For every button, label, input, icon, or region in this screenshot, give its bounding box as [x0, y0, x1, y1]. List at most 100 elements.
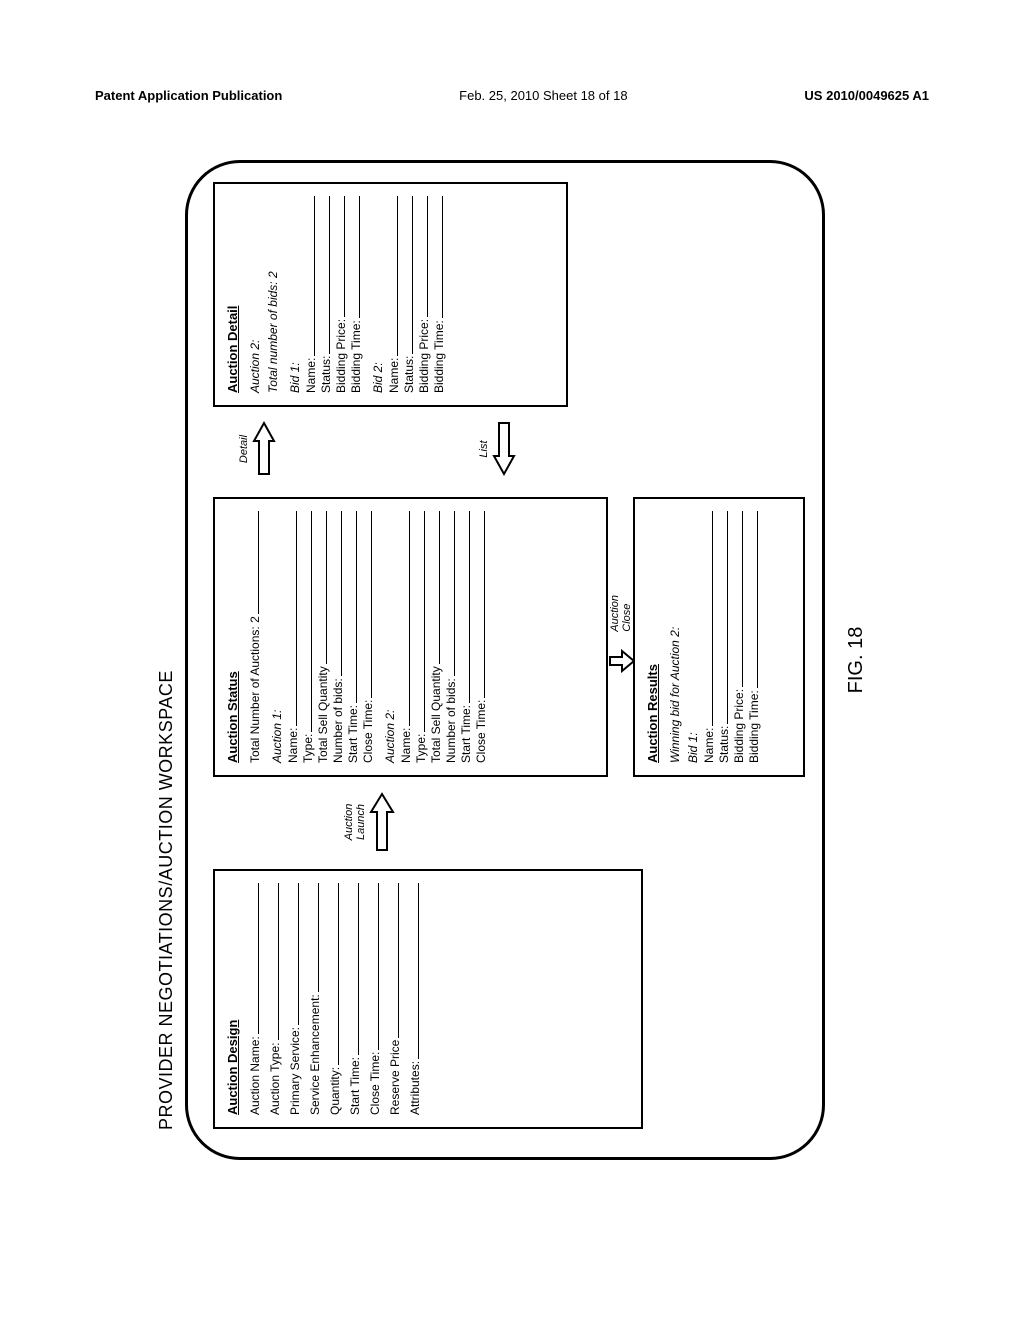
blank-line	[444, 511, 455, 676]
field-label: Bidding Price:	[417, 319, 431, 393]
field-label: Bidding Price:	[334, 319, 348, 393]
auction-close-arrow: Auction Close	[606, 595, 636, 685]
blank-line	[308, 883, 319, 992]
field-row: Bidding Price:	[732, 511, 746, 763]
auction1-label: Auction 1:	[270, 511, 284, 763]
blank-line	[346, 511, 357, 703]
detail-arrow: Detail	[238, 419, 276, 479]
blank-line	[328, 883, 339, 1065]
field-label: Auction Type:	[268, 1043, 282, 1116]
field-row: Quantity:	[328, 883, 342, 1115]
field-row: Close Time:	[368, 883, 382, 1115]
arrow-label: Detail	[238, 435, 250, 463]
list-arrow: List	[478, 419, 516, 479]
auction-results-heading: Auction Results	[645, 511, 660, 763]
auction-design-box: Auction Design Auction Name: Auction Typ…	[213, 869, 643, 1129]
arrow-label: Auction Close	[609, 595, 633, 632]
field-label: Close Time:	[361, 700, 375, 763]
field-label: Type:	[414, 734, 428, 763]
field-row: Type:	[414, 511, 428, 763]
blank-line	[248, 883, 259, 1034]
patent-header: Patent Application Publication Feb. 25, …	[0, 88, 1024, 103]
blank-line	[429, 511, 440, 664]
detail-auction-label: Auction 2:	[248, 196, 262, 393]
field-row: Reserve Price	[388, 883, 402, 1115]
auction-detail-heading: Auction Detail	[225, 196, 240, 393]
auction-detail-box: Auction Detail Auction 2: Total number o…	[213, 182, 568, 407]
field-row: Name:	[399, 511, 413, 763]
page-title: PROVIDER NEGOTIATIONS/AUCTION WORKSPACE	[156, 160, 177, 1130]
field-row: Number of bids:	[444, 511, 458, 763]
auction-status-box: Auction Status Total Number of Auctions:…	[213, 497, 608, 777]
blank-line	[268, 883, 279, 1041]
field-row: Number of bids:	[331, 511, 345, 763]
results-bid1-label: Bid 1:	[686, 511, 700, 763]
blank-line	[316, 511, 327, 664]
arrow-label: List	[478, 440, 490, 457]
field-label: Name:	[702, 728, 716, 763]
field-label: Name:	[399, 728, 413, 763]
blank-line	[368, 883, 379, 1050]
arrow-right-icon	[369, 792, 395, 852]
blank-line	[388, 883, 399, 1038]
auction2-label: Auction 2:	[383, 511, 397, 763]
field-label: Attributes:	[408, 1061, 422, 1115]
blank-line	[286, 511, 297, 726]
field-row: Bidding Price:	[417, 196, 431, 393]
field-label: Bidding Time:	[747, 690, 761, 763]
blank-line	[402, 196, 413, 354]
field-row: Auction Name:	[248, 883, 262, 1115]
figure-caption: FIG. 18	[845, 160, 868, 1160]
total-bids-label: Total number of bids: 2	[266, 196, 280, 393]
blank-line	[331, 511, 342, 676]
arrow-down-icon	[608, 649, 636, 673]
blank-line	[408, 883, 419, 1059]
field-label: Number of bids:	[331, 678, 345, 763]
field-label: Status:	[402, 356, 416, 393]
field-label: Name:	[387, 358, 401, 393]
blank-line	[288, 883, 299, 1025]
auction1-fields: Name: Type: Total Sell Quantity Number o…	[286, 511, 375, 763]
field-row: Status:	[717, 511, 731, 763]
blank-line	[304, 196, 315, 356]
field-label: Service Enhancement:	[308, 994, 322, 1115]
auction-status-heading: Auction Status	[225, 511, 240, 763]
header-left: Patent Application Publication	[95, 88, 282, 103]
field-row: Close Time:	[474, 511, 488, 763]
field-row: Bidding Time:	[349, 196, 363, 393]
field-label: Close Time:	[368, 1052, 382, 1115]
field-row: Bidding Price:	[334, 196, 348, 393]
field-row: Start Time:	[348, 883, 362, 1115]
field-label: Name:	[286, 728, 300, 763]
blank-line	[348, 883, 359, 1055]
field-row: Status:	[319, 196, 333, 393]
blank-line	[399, 511, 410, 726]
field-row: Name:	[387, 196, 401, 393]
field-row: Bidding Time:	[432, 196, 446, 393]
field-label: Bidding Time:	[432, 320, 446, 393]
bid1-fields: Name: Status: Bidding Price: Bidding Tim…	[304, 196, 363, 393]
workspace-panel: Auction Design Auction Name: Auction Typ…	[185, 160, 825, 1160]
blank-line	[248, 511, 259, 614]
blank-line	[747, 511, 758, 688]
field-label: Total Sell Quantity	[316, 666, 330, 763]
field-row: Name:	[304, 196, 318, 393]
auction-design-heading: Auction Design	[225, 883, 240, 1115]
field-label: Close Time:	[474, 700, 488, 763]
winning-bid-label: Winning bid for Auction 2:	[668, 511, 682, 763]
field-label: Reserve Price	[388, 1040, 402, 1115]
field-label: Status:	[319, 356, 333, 393]
field-row: Start Time:	[346, 511, 360, 763]
field-row: Total Number of Auctions: 2	[248, 511, 262, 763]
blank-line	[474, 511, 485, 698]
field-row: Primary Service:	[288, 883, 302, 1115]
field-row: Close Time:	[361, 511, 375, 763]
field-label: Start Time:	[346, 705, 360, 763]
arrow-label: Auction Launch	[343, 787, 367, 857]
blank-line	[417, 196, 428, 317]
field-label: Bidding Price:	[732, 689, 746, 763]
field-label: Number of bids:	[444, 678, 458, 763]
results-bid-fields: Name: Status: Bidding Price: Bidding Tim…	[702, 511, 761, 763]
field-row: Status:	[402, 196, 416, 393]
field-label: Type:	[301, 734, 315, 763]
